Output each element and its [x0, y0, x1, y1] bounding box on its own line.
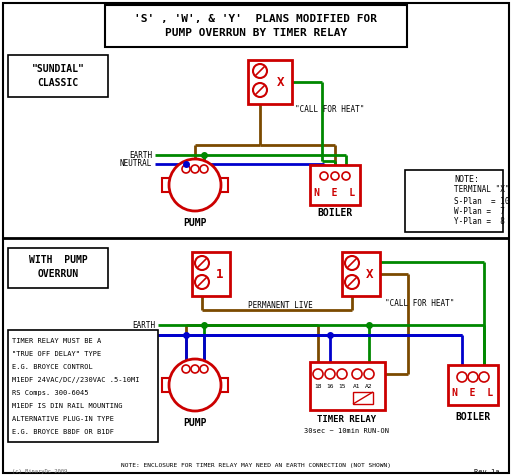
- Text: 18: 18: [314, 384, 322, 388]
- Circle shape: [345, 256, 359, 270]
- Circle shape: [191, 365, 199, 373]
- Circle shape: [195, 275, 209, 289]
- Text: Y-Plan =  8: Y-Plan = 8: [454, 217, 505, 226]
- Text: CLASSIC: CLASSIC: [37, 78, 78, 88]
- Text: N  E  L: N E L: [175, 380, 216, 390]
- Circle shape: [320, 172, 328, 180]
- Text: E.G. BROYCE B8DF OR B1DF: E.G. BROYCE B8DF OR B1DF: [12, 429, 114, 435]
- Circle shape: [342, 172, 350, 180]
- Text: 1: 1: [216, 268, 224, 280]
- Circle shape: [182, 365, 190, 373]
- Bar: [162, 178, 170, 192]
- Text: NOTE: ENCLOSURE FOR TIMER RELAY MAY NEED AN EARTH CONNECTION (NOT SHOWN): NOTE: ENCLOSURE FOR TIMER RELAY MAY NEED…: [121, 463, 391, 467]
- Text: "CALL FOR HEAT": "CALL FOR HEAT": [295, 105, 365, 113]
- Circle shape: [364, 369, 374, 379]
- Text: 15: 15: [338, 384, 346, 388]
- Text: EARTH: EARTH: [132, 320, 155, 329]
- Bar: [405, 170, 503, 232]
- Text: Rev 1a: Rev 1a: [475, 469, 500, 475]
- Text: PERMANENT LIVE: PERMANENT LIVE: [248, 300, 312, 309]
- Text: A2: A2: [365, 384, 373, 388]
- Bar: [162, 378, 170, 392]
- Circle shape: [200, 165, 208, 173]
- Text: NEUTRAL: NEUTRAL: [123, 330, 155, 339]
- Circle shape: [325, 369, 335, 379]
- Bar: [220, 378, 228, 392]
- Bar: [192, 252, 230, 296]
- Bar: [342, 252, 380, 296]
- Circle shape: [352, 369, 362, 379]
- Text: 30sec ~ 10min RUN-ON: 30sec ~ 10min RUN-ON: [305, 428, 390, 434]
- Text: E.G. BROYCE CONTROL: E.G. BROYCE CONTROL: [12, 364, 93, 370]
- Text: (c) BinaryDc 2009: (c) BinaryDc 2009: [12, 469, 67, 475]
- Text: X: X: [278, 76, 285, 89]
- Text: PUMP OVERRUN BY TIMER RELAY: PUMP OVERRUN BY TIMER RELAY: [165, 28, 347, 38]
- Text: M1EDF 24VAC/DC//230VAC .5-10MI: M1EDF 24VAC/DC//230VAC .5-10MI: [12, 377, 139, 383]
- Bar: [248, 60, 292, 104]
- Text: BOILER: BOILER: [455, 412, 490, 422]
- Text: N  E  L: N E L: [175, 180, 216, 190]
- Text: PUMP: PUMP: [183, 418, 207, 428]
- Bar: [8, 330, 158, 442]
- Circle shape: [182, 165, 190, 173]
- Bar: [353, 392, 373, 404]
- Text: M1EDF IS DIN RAIL MOUNTING: M1EDF IS DIN RAIL MOUNTING: [12, 403, 122, 409]
- Text: TIMER RELAY: TIMER RELAY: [317, 416, 376, 425]
- Text: A1: A1: [353, 384, 361, 388]
- Text: NOTE:: NOTE:: [454, 175, 479, 184]
- Text: OVERRUN: OVERRUN: [37, 269, 78, 279]
- Circle shape: [337, 369, 347, 379]
- Bar: [310, 362, 385, 410]
- Circle shape: [200, 365, 208, 373]
- Bar: [8, 248, 108, 288]
- Circle shape: [479, 372, 489, 382]
- Text: "TRUE OFF DELAY" TYPE: "TRUE OFF DELAY" TYPE: [12, 351, 101, 357]
- Text: N  E  L: N E L: [453, 388, 494, 398]
- Circle shape: [195, 256, 209, 270]
- Circle shape: [169, 359, 221, 411]
- Text: ALTERNATIVE PLUG-IN TYPE: ALTERNATIVE PLUG-IN TYPE: [12, 416, 114, 422]
- Text: 16: 16: [326, 384, 334, 388]
- Text: WITH  PUMP: WITH PUMP: [29, 255, 88, 265]
- Circle shape: [345, 275, 359, 289]
- Text: "SUNDIAL": "SUNDIAL": [32, 64, 84, 74]
- Bar: [448, 365, 498, 405]
- Bar: [8, 55, 108, 97]
- Text: TERMINAL "X": TERMINAL "X": [454, 186, 509, 195]
- Text: BOILER: BOILER: [317, 208, 353, 218]
- Circle shape: [331, 172, 339, 180]
- Text: NEUTRAL: NEUTRAL: [120, 159, 152, 169]
- Circle shape: [468, 372, 478, 382]
- Circle shape: [253, 64, 267, 78]
- Bar: [220, 178, 228, 192]
- Circle shape: [457, 372, 467, 382]
- Text: W-Plan =  7: W-Plan = 7: [454, 207, 505, 216]
- Circle shape: [191, 165, 199, 173]
- Text: TIMER RELAY MUST BE A: TIMER RELAY MUST BE A: [12, 338, 101, 344]
- Bar: [310, 165, 360, 205]
- Text: PUMP: PUMP: [183, 218, 207, 228]
- Text: S-Plan  = 10: S-Plan = 10: [454, 197, 509, 206]
- Text: RS Comps. 300-6045: RS Comps. 300-6045: [12, 390, 89, 396]
- Text: "CALL FOR HEAT": "CALL FOR HEAT": [385, 299, 454, 308]
- Circle shape: [169, 159, 221, 211]
- Circle shape: [253, 83, 267, 97]
- Text: X: X: [366, 268, 374, 280]
- Bar: [105, 5, 407, 47]
- Text: N  E  L: N E L: [314, 188, 355, 198]
- Text: 'S' , 'W', & 'Y'  PLANS MODIFIED FOR: 'S' , 'W', & 'Y' PLANS MODIFIED FOR: [135, 14, 377, 24]
- Circle shape: [313, 369, 323, 379]
- Text: EARTH: EARTH: [129, 150, 152, 159]
